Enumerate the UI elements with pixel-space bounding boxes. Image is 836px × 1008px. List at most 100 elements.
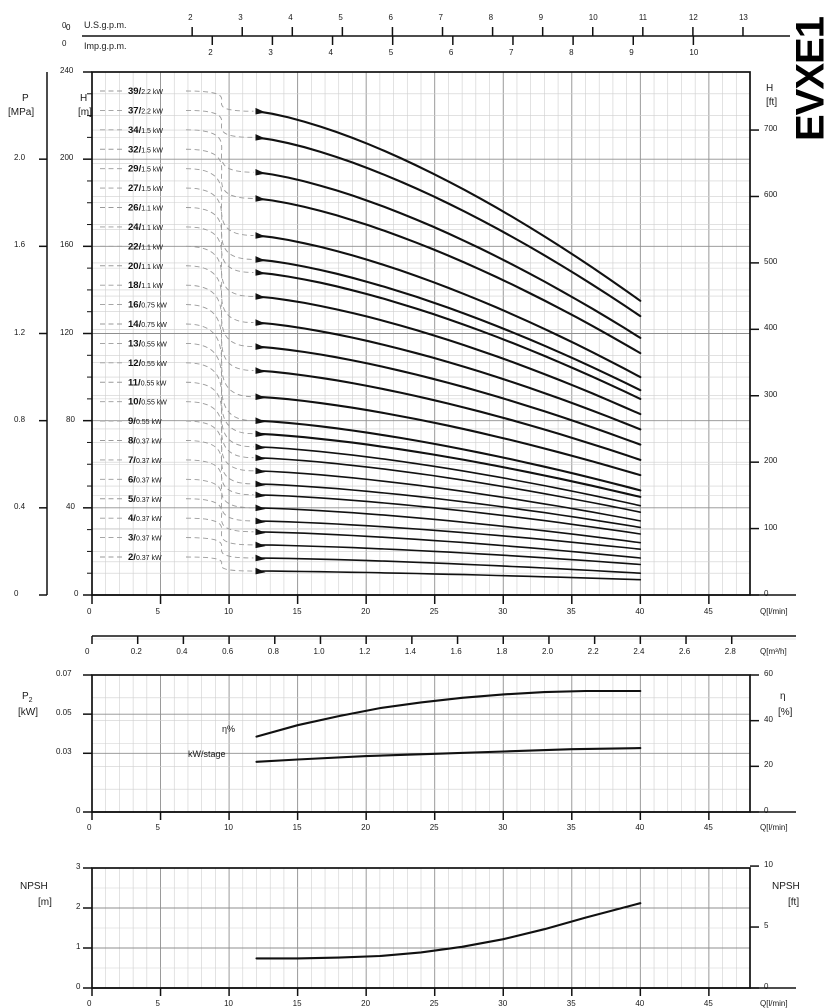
h-ft-tick-label: 300 <box>764 389 778 399</box>
curve-start-arrow <box>255 528 266 536</box>
curve-start-arrow <box>255 293 266 300</box>
p2-tick-label: 0 <box>76 806 81 815</box>
npsh-x-tick-label: 35 <box>566 999 576 1008</box>
npsh-ft-axis-unit: [ft] <box>788 897 800 908</box>
us-gpm-tick-label: 7 <box>438 13 443 22</box>
h-m-axis-unit: [m] <box>78 107 92 118</box>
curve-leader-line <box>185 304 254 398</box>
curve-leader-line <box>185 129 254 173</box>
curve-label: 6/0.37 kW <box>128 474 162 485</box>
head-curve <box>255 483 642 529</box>
us-gpm-axis-title: U.S.g.p.m. <box>84 20 127 30</box>
curve-label: 27/1.5 kW <box>128 183 163 194</box>
eta-tick-label: 20 <box>764 760 773 770</box>
imp-gpm-tick-label: 5 <box>388 48 394 57</box>
npsh-x-tick-label: 25 <box>429 999 439 1008</box>
head-curve <box>255 271 642 400</box>
curve-start-arrow <box>255 567 266 575</box>
h-m-tick-label: 240 <box>60 66 74 75</box>
q-lmin-tick-label: 15 <box>292 607 302 616</box>
imp-gpm-tick-label: 3 <box>268 48 273 57</box>
q-lmin-tick-label: 30 <box>498 607 508 616</box>
head-curve <box>255 258 642 392</box>
curve-label: 32/1.5 kW <box>128 144 163 155</box>
h-ft-tick-label: 200 <box>764 456 778 466</box>
p-mpa-tick-label: 0.4 <box>14 501 26 511</box>
head-curve <box>255 136 642 318</box>
us-gpm-tick-label: 10 <box>588 13 598 22</box>
curve-leader-line <box>185 556 254 572</box>
q-lmin-tick-label: 35 <box>566 607 576 616</box>
h-m-tick-label: 160 <box>60 240 74 250</box>
q-m3h-tick-label: 1.4 <box>404 647 416 656</box>
curve-label: 39/2.2 kW <box>128 86 163 97</box>
curve-label: 7/0.37 kW <box>128 455 162 466</box>
h-ft-tick-label: 700 <box>764 124 778 134</box>
curve-start-arrow <box>255 256 266 263</box>
head-curve <box>255 171 642 339</box>
imp-gpm-axis-title: Imp.g.p.m. <box>84 41 127 51</box>
curve-leader-line <box>185 90 254 112</box>
curve-label: 8/0.37 kW <box>128 436 162 447</box>
curve-start-arrow <box>255 554 266 562</box>
curve-leader-line <box>185 401 254 472</box>
npsh-x-tick-label: 30 <box>498 999 508 1008</box>
p-mpa-tick-label: 2.0 <box>14 153 26 163</box>
q-m3h-tick-label: 1.6 <box>450 647 462 656</box>
head-curve <box>255 531 642 559</box>
q-m3h-tick-label: 2.4 <box>633 647 645 656</box>
us-gpm-tick-label: 5 <box>338 13 343 22</box>
curve-label: 22/1.1 kW <box>128 241 163 252</box>
q-lmin-tick-label: 25 <box>429 607 439 616</box>
us-gpm-tick-label: 4 <box>288 13 293 22</box>
power-curve-label: kW/stage <box>188 748 226 759</box>
p-mpa-tick-label: 1.6 <box>14 240 26 250</box>
head-curve <box>255 507 642 544</box>
head-curve <box>255 295 642 416</box>
imp-gpm-tick-label: 4 <box>328 48 333 57</box>
curve-start-arrow <box>255 343 266 350</box>
curve-label: 11/0.55 kW <box>128 377 167 388</box>
curve-leader-line <box>185 323 254 422</box>
q-m3h-tick-label: 0.2 <box>130 647 142 656</box>
curve-leader-line <box>185 459 254 509</box>
head-curve <box>255 419 642 492</box>
head-curve <box>255 395 642 477</box>
npsh-x-axis-title: Q[l/min] <box>760 999 788 1008</box>
head-curve <box>255 321 642 431</box>
imp-gpm-tick-label: 6 <box>448 48 454 57</box>
head-curve <box>255 544 642 566</box>
curve-label: 4/0.37 kW <box>128 513 162 524</box>
us-gpm-tick-label: 8 <box>488 13 494 22</box>
curve-start-arrow <box>255 168 266 176</box>
us-gpm-zero: 0 <box>62 21 67 30</box>
us-gpm-zero-label: 0 <box>66 23 71 32</box>
curve-start-arrow <box>255 367 266 374</box>
curve-start-arrow <box>255 393 266 400</box>
curve-start-arrow <box>255 232 266 239</box>
q-m3h-tick-label: 0.6 <box>222 647 234 656</box>
head-curve <box>255 345 642 446</box>
h-ft-axis-unit: [ft] <box>766 97 778 108</box>
eta-tick-label: 60 <box>764 669 773 678</box>
imp-gpm-tick-label: 8 <box>569 48 574 57</box>
us-gpm-tick-label: 13 <box>738 13 748 22</box>
npsh-m-axis-unit: [m] <box>38 897 52 908</box>
eta-tick-label: 0 <box>764 806 769 815</box>
imp-gpm-tick-label: 10 <box>689 48 699 57</box>
q-m3h-tick-label: 2.0 <box>541 647 554 656</box>
head-curve <box>255 197 642 355</box>
curve-leader-line <box>185 187 254 260</box>
curve-leader-line <box>185 284 254 371</box>
head-curve <box>255 234 642 379</box>
curve-label: 3/0.37 kW <box>128 533 162 544</box>
curve-start-arrow <box>255 269 266 276</box>
us-gpm-tick-label: 3 <box>238 13 243 22</box>
curve-start-arrow <box>255 517 266 525</box>
eta-tick-label: 40 <box>764 714 773 724</box>
h-ft-tick-label: 400 <box>764 323 778 333</box>
npsh-curve <box>255 902 642 960</box>
h-ft-tick-label: 600 <box>764 190 778 200</box>
q-lmin-tick-label: 5 <box>155 607 160 616</box>
q-m3h-tick-label: 0 <box>85 647 90 656</box>
